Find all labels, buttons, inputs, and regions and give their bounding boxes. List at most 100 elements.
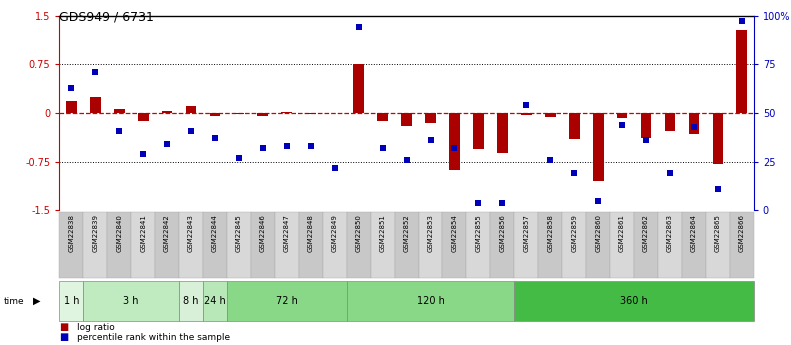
Text: 1 h: 1 h	[63, 296, 79, 306]
Bar	[227, 212, 251, 278]
Text: ■: ■	[59, 332, 69, 342]
Text: GSM22845: GSM22845	[236, 214, 242, 252]
Bar	[59, 212, 83, 278]
Bar	[449, 113, 460, 170]
Text: GSM22841: GSM22841	[140, 214, 146, 252]
Text: GDS949 / 6731: GDS949 / 6731	[59, 10, 154, 23]
Text: GSM22839: GSM22839	[93, 214, 98, 252]
Bar	[161, 111, 172, 113]
Bar	[305, 113, 316, 114]
Bar	[610, 212, 634, 278]
Text: GSM22840: GSM22840	[116, 214, 122, 252]
Text: GSM22858: GSM22858	[547, 214, 553, 252]
Bar	[401, 113, 412, 126]
Bar	[395, 212, 418, 278]
Text: GSM22854: GSM22854	[452, 214, 457, 252]
Text: log ratio: log ratio	[77, 323, 115, 332]
Bar	[138, 113, 149, 121]
Bar	[59, 281, 83, 321]
Text: 120 h: 120 h	[417, 296, 445, 306]
Bar	[346, 281, 514, 321]
Text: percentile rank within the sample: percentile rank within the sample	[77, 333, 230, 342]
Bar	[730, 212, 754, 278]
Bar	[664, 113, 676, 131]
Text: 360 h: 360 h	[620, 296, 648, 306]
Bar	[562, 212, 586, 278]
Text: GSM22864: GSM22864	[691, 214, 697, 252]
Bar	[467, 212, 490, 278]
Bar	[210, 113, 221, 116]
Bar	[346, 212, 371, 278]
Bar	[233, 113, 244, 114]
Bar	[617, 113, 627, 118]
Text: GSM22843: GSM22843	[188, 214, 194, 252]
Bar	[497, 113, 508, 153]
Bar	[251, 212, 274, 278]
Bar	[521, 113, 532, 115]
Bar	[354, 64, 364, 113]
Bar	[155, 212, 179, 278]
Text: GSM22842: GSM22842	[164, 214, 170, 252]
Bar	[274, 212, 299, 278]
Bar	[83, 212, 108, 278]
Text: ■: ■	[59, 322, 69, 332]
Text: GSM22855: GSM22855	[475, 214, 482, 252]
Bar	[514, 281, 754, 321]
Bar	[418, 212, 442, 278]
Bar	[641, 113, 652, 138]
Bar	[473, 113, 484, 149]
Bar	[131, 212, 155, 278]
Text: GSM22848: GSM22848	[308, 214, 314, 252]
Bar	[114, 109, 125, 113]
Text: 72 h: 72 h	[276, 296, 297, 306]
Bar	[688, 113, 699, 134]
Bar	[634, 212, 658, 278]
Bar	[736, 30, 747, 113]
Bar	[658, 212, 682, 278]
Bar	[203, 281, 227, 321]
Bar	[539, 212, 562, 278]
Text: GSM22853: GSM22853	[427, 214, 433, 252]
Bar	[90, 97, 100, 113]
Bar	[108, 212, 131, 278]
Bar	[323, 212, 346, 278]
Bar	[442, 212, 467, 278]
Text: GSM22857: GSM22857	[524, 214, 529, 252]
Bar	[713, 113, 723, 164]
Text: 3 h: 3 h	[123, 296, 139, 306]
Bar	[514, 212, 539, 278]
Text: GSM22846: GSM22846	[260, 214, 266, 252]
Bar	[186, 107, 196, 113]
Text: GSM22852: GSM22852	[403, 214, 410, 252]
Text: GSM22859: GSM22859	[571, 214, 577, 252]
Text: GSM22851: GSM22851	[380, 214, 386, 252]
Text: GSM22838: GSM22838	[68, 214, 74, 252]
Text: 8 h: 8 h	[184, 296, 199, 306]
Text: GSM22850: GSM22850	[356, 214, 361, 252]
Bar	[377, 113, 388, 121]
Text: GSM22866: GSM22866	[739, 214, 745, 252]
Text: GSM22856: GSM22856	[499, 214, 505, 252]
Text: GSM22849: GSM22849	[331, 214, 338, 252]
Text: GSM22847: GSM22847	[284, 214, 290, 252]
Bar	[179, 212, 203, 278]
Bar	[203, 212, 227, 278]
Text: ▶: ▶	[33, 296, 40, 306]
Text: GSM22844: GSM22844	[212, 214, 218, 252]
Bar	[592, 113, 604, 181]
Bar	[258, 113, 268, 116]
Text: GSM22863: GSM22863	[667, 214, 673, 252]
Text: GSM22861: GSM22861	[619, 214, 625, 252]
Bar	[569, 113, 580, 139]
Bar	[371, 212, 395, 278]
Text: time: time	[4, 296, 25, 306]
Bar	[83, 281, 179, 321]
Bar	[586, 212, 610, 278]
Text: GSM22862: GSM22862	[643, 214, 649, 252]
Bar	[682, 212, 706, 278]
Bar	[227, 281, 346, 321]
Bar	[299, 212, 323, 278]
Bar	[66, 101, 77, 113]
Text: GSM22865: GSM22865	[715, 214, 721, 252]
Bar	[706, 212, 730, 278]
